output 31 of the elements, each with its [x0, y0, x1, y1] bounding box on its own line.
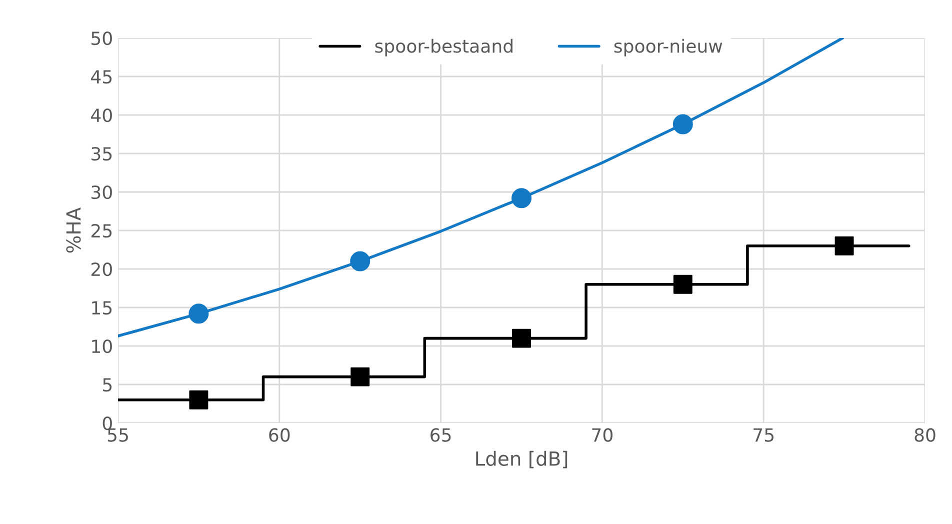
y-tick-label: 30 — [92, 185, 112, 200]
x-tick-label: 65 — [430, 428, 451, 442]
y-tick-label: 5 — [103, 378, 112, 392]
point — [189, 390, 208, 410]
point — [350, 251, 370, 272]
x-tick-label: 60 — [269, 428, 290, 442]
x-tick-label: 55 — [108, 428, 128, 442]
point — [512, 328, 531, 348]
line-series — [118, 38, 844, 338]
y-tick-label: 50 — [92, 31, 112, 46]
point — [350, 367, 370, 386]
point — [511, 188, 532, 208]
y-tick-label: 20 — [91, 262, 112, 276]
y-tick-label: 45 — [91, 70, 112, 84]
point — [672, 114, 693, 134]
y-tick-label: 10 — [92, 339, 112, 354]
point — [188, 304, 209, 324]
y-tick-label: 25 — [91, 224, 112, 238]
y-axis-title: %HA — [66, 207, 81, 253]
y-tick-label: 0 — [102, 416, 112, 430]
x-axis-title: Lden [dB] — [476, 450, 568, 468]
x-tick-label: 80 — [914, 428, 936, 442]
x-tick-label: 70 — [592, 428, 612, 442]
point — [673, 274, 692, 294]
legend-label: spoor-nieuw — [614, 38, 722, 56]
y-tick-label: 40 — [91, 108, 112, 122]
y-tick-label: 35 — [92, 146, 112, 161]
x-tick-label: 75 — [754, 428, 774, 442]
y-tick-label: 15 — [92, 301, 112, 315]
point — [834, 236, 854, 256]
legend-label: spoor-bestaand — [375, 38, 512, 56]
